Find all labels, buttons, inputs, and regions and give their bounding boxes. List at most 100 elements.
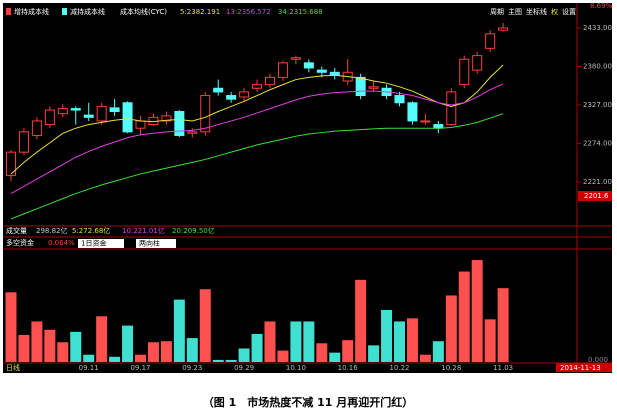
bar [212,359,224,362]
candle-body [174,111,185,136]
candle-body [122,102,133,133]
toolbar-item[interactable]: 设置 [562,7,576,16]
bar [303,321,315,362]
legend-entry: 34:2315.688 [278,8,323,16]
candle-body [83,114,94,118]
volume-ma: 5:272.68亿 [72,226,110,235]
candle-body [57,108,68,115]
bar [122,325,134,362]
toolbar-item[interactable]: 周期 [490,8,504,16]
bar [173,299,185,362]
x-tick-label: 09.17 [130,364,150,372]
volume-ma: 10:221.01亿 [122,226,165,235]
bar [458,271,470,362]
y-tick-label: 2380.00 [583,62,612,70]
candle-body [70,108,81,111]
candle-body [200,95,211,133]
x-tick-label: 09.29 [234,364,254,372]
period-label: 日线 [6,363,20,372]
candle-body [213,87,224,93]
bar [57,342,69,362]
bar [484,319,496,362]
header-item: 减持成本线 [70,7,105,16]
candle-body [368,86,379,89]
volume-value: 298.82亿 [36,226,68,235]
candle-body [407,102,418,122]
candle-body [420,120,431,123]
corner-label: 8.69% [590,2,613,10]
x-tick-label: 09.23 [182,364,202,372]
bar [445,295,457,362]
bar [342,340,354,362]
bar [160,341,172,362]
bar [368,345,380,362]
candle-body [303,62,314,69]
y-tick-label: 2433.00 [583,24,612,32]
candle-body [459,58,470,86]
toolbar-item[interactable]: 权 [551,7,558,16]
bar [186,338,198,362]
y-tick-label: 2327.00 [583,101,612,109]
bar [109,356,121,362]
price-marker [578,191,612,202]
header-item: 成本均线(CYC) [120,7,167,16]
dropdown[interactable] [78,239,124,248]
dropdown[interactable] [136,239,176,248]
x-tick-label: 10.28 [441,364,461,372]
bar [394,321,405,362]
candle-body [226,95,237,100]
toolbar-item[interactable]: 坐标线 [526,7,547,16]
volume-ma: 20:209.50亿 [172,226,215,235]
candle-body [31,120,42,136]
bar [18,334,30,362]
bar [471,260,483,362]
bar [497,288,509,362]
candle-body [446,91,457,126]
x-tick-label: 11.03 [493,364,513,372]
candle-body [290,57,301,60]
dropdown-text[interactable]: 两向柱 [139,239,160,248]
fund-value: 0.064% [48,239,75,247]
dropdown-text[interactable]: 1日资金 [81,239,106,248]
bar [135,354,146,362]
candle-body [187,131,198,134]
bar [419,354,431,362]
candle-body [135,120,146,129]
candle-body [96,105,107,122]
caption: （图 1 市场热度不减 11 月再迎开门红） [203,395,413,409]
candle-body [355,76,366,97]
bar [432,341,444,362]
bar [70,331,82,362]
candle-body [472,55,483,71]
bar [96,316,108,362]
volume-label: 成交量 [6,226,27,235]
legend-entry: 5:2382.191 [180,8,220,16]
x-tick-label: 10.16 [338,364,359,372]
candle-body [252,84,263,89]
bar [44,329,56,362]
candle-body [18,131,29,153]
candle-body [44,109,55,126]
candle-body [498,27,509,31]
legend-entry: 13:2356.572 [226,8,271,16]
candle-body [161,115,172,122]
panel [3,3,612,373]
bar [238,348,250,362]
price-marker-label: 2201.6 [584,192,609,200]
bar [316,343,328,362]
candle-body [239,91,250,98]
cost-line [10,83,504,194]
candle-body [316,69,327,73]
candle-body [6,151,16,176]
y-tick-label: 2274.00 [583,139,612,147]
candle-body [109,107,120,113]
toolbar-item[interactable]: 主图 [508,7,522,16]
y-tick-label: 0.000 [588,356,608,364]
fund-label: 多空资金 [6,238,34,247]
bar [406,318,418,362]
candle-body [265,76,275,86]
bar [199,289,211,362]
bar [329,352,341,362]
candle-body [485,33,496,49]
